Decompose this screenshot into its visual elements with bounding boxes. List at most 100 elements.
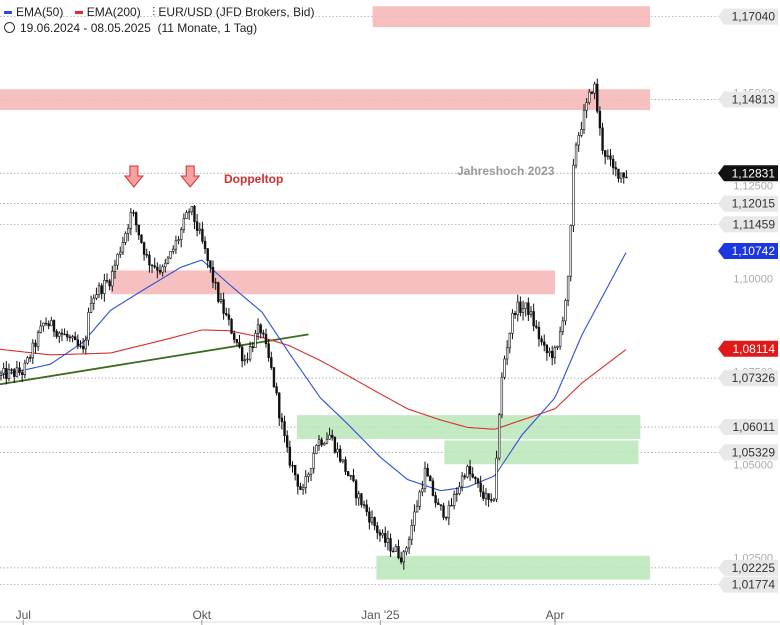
candle-body — [309, 467, 313, 475]
ema200-swatch — [74, 11, 83, 15]
candle-body — [267, 343, 270, 358]
candle-body — [42, 322, 45, 327]
x-tick-label-0: Jul — [16, 608, 31, 622]
candle-body — [198, 228, 201, 231]
candle-body — [373, 517, 376, 527]
candle-body — [97, 285, 101, 296]
candle-body — [254, 333, 257, 348]
ema200-line — [0, 329, 627, 430]
candle-body — [391, 550, 395, 553]
candle-body — [225, 313, 228, 316]
candle-body — [71, 336, 74, 339]
candle-body — [601, 127, 604, 151]
candle-body — [28, 357, 32, 359]
candle-body — [437, 502, 440, 505]
y-tick-label-2: 1,10000 — [733, 274, 773, 286]
candle-body — [452, 494, 456, 507]
candle-body — [0, 372, 3, 376]
candle-body — [74, 336, 77, 341]
candle-body — [227, 314, 231, 320]
candle-body — [617, 168, 620, 179]
candle-body — [500, 376, 504, 416]
candle-body — [614, 167, 618, 170]
level-tag-2-bg — [718, 195, 778, 212]
candle-body — [148, 254, 151, 266]
candle-body — [378, 532, 382, 536]
candle-body — [127, 228, 130, 234]
ema50-tag-bg — [718, 242, 778, 259]
candle-body — [103, 280, 106, 294]
candle-body — [447, 505, 451, 519]
candle-body — [47, 323, 50, 327]
candle-body — [63, 333, 66, 336]
candle-body — [442, 505, 445, 518]
clock-icon — [4, 22, 15, 34]
level-tag-4-bg — [718, 370, 778, 387]
candle-body — [529, 311, 533, 315]
candle-body — [288, 446, 292, 466]
down-arrow-icon-0 — [123, 165, 144, 188]
candle-body — [248, 346, 252, 360]
candle-body — [338, 448, 342, 462]
candle-body — [233, 333, 236, 340]
x-tick-label-1: Okt — [192, 608, 211, 622]
candle-body — [164, 262, 167, 268]
candle-body — [169, 250, 172, 259]
ema200-tag-text: 1,08114 — [733, 342, 776, 356]
candle-body — [609, 155, 612, 160]
candle-body — [548, 350, 551, 354]
candle-body — [15, 367, 19, 377]
candle-body — [121, 242, 125, 253]
candle-body — [426, 467, 429, 477]
candle-body — [558, 331, 562, 347]
support-zone-2 — [444, 440, 639, 465]
date-range: 19.06.2024 - 08.05.2025 — [20, 21, 151, 35]
candle-body — [264, 333, 268, 345]
candle-body — [201, 228, 204, 242]
candle-body — [50, 320, 53, 327]
candle-body — [362, 504, 366, 506]
y-tick-label-1: 1,12500 — [733, 181, 773, 193]
candle-body — [389, 538, 392, 552]
candle-body — [619, 172, 623, 179]
candle-body — [180, 229, 183, 240]
candle-body — [439, 504, 443, 507]
candle-body — [421, 488, 424, 493]
candle-body — [333, 437, 337, 453]
candle-body — [95, 294, 98, 299]
candle-body — [87, 312, 90, 341]
candle-body — [76, 339, 80, 347]
candlestick-icon: ⫶ — [152, 5, 156, 19]
candle-body — [222, 299, 225, 314]
candle-body — [299, 486, 302, 490]
candle-body — [79, 345, 82, 347]
candle-body — [482, 491, 485, 499]
candle-body — [511, 312, 514, 334]
candle-body — [187, 211, 191, 213]
candle-body — [566, 275, 570, 301]
legend-ema50[interactable]: EMA(50) — [4, 5, 63, 19]
candle-body — [156, 266, 159, 271]
candle-body — [217, 282, 220, 302]
legend-ema200[interactable]: EMA(200) — [74, 5, 141, 19]
support-zone-3 — [376, 555, 651, 580]
candle-body — [52, 320, 56, 332]
candle-body — [177, 239, 180, 242]
level-tag-6-text: 1,05329 — [732, 445, 776, 459]
candle-body — [368, 511, 371, 523]
candle-body — [407, 539, 411, 549]
candle-body — [331, 434, 334, 438]
candle-body — [203, 240, 207, 250]
candle-body — [315, 445, 318, 454]
candle-body — [92, 297, 95, 304]
candle-body — [158, 270, 162, 273]
candle-body — [256, 324, 260, 334]
last-price-tag-text: 1,12831 — [732, 166, 776, 180]
candle-body — [458, 486, 461, 495]
level-tag-5-bg — [718, 419, 778, 436]
candle-body — [272, 367, 276, 388]
candle-body — [622, 172, 625, 178]
candle-body — [301, 487, 305, 490]
